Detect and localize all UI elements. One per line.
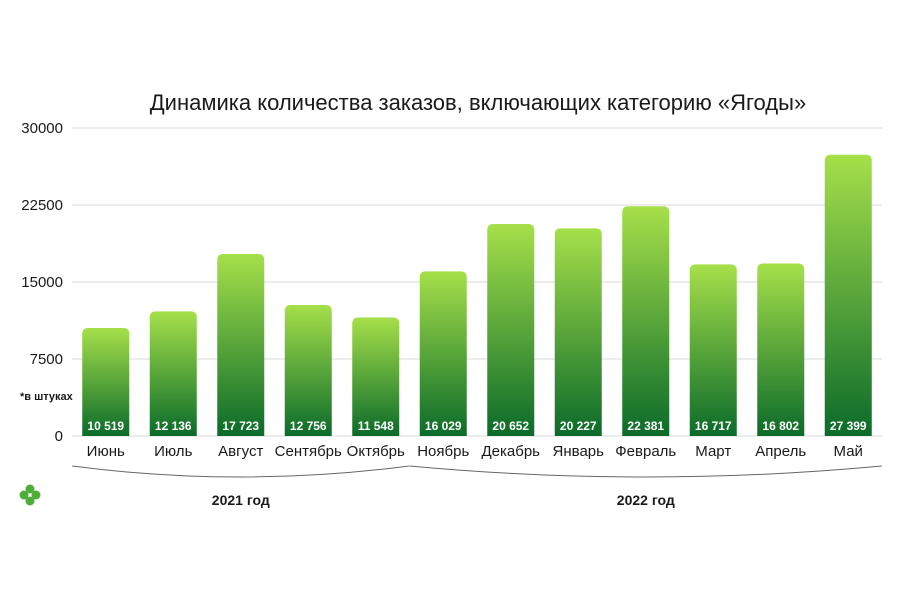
grid-lines <box>72 127 882 437</box>
bar <box>82 328 130 436</box>
bar-value-label: 16 717 <box>695 419 732 433</box>
x-tick-label: Июль <box>154 443 192 460</box>
year-groups: 2021 год 2022 год <box>72 465 882 508</box>
y-tick-label: 0 <box>55 428 63 445</box>
bar <box>824 154 872 436</box>
x-tick-label: Май <box>834 443 863 460</box>
bar-value-label: 16 802 <box>762 419 799 433</box>
bar-value-label: 10 519 <box>87 419 124 433</box>
bar <box>757 263 805 436</box>
x-tick-label: Декабрь <box>482 443 541 460</box>
bar <box>622 206 670 436</box>
x-tick-label: Июнь <box>87 443 125 460</box>
bar <box>352 317 400 436</box>
unit-note: *в штуках <box>20 391 74 403</box>
bar-value-label: 20 227 <box>560 419 597 433</box>
bars: 10 519 12 136 17 723 12 756 11 548 16 029 20 6… <box>82 154 872 436</box>
bar-value-label: 20 652 <box>492 419 529 433</box>
bar <box>419 271 467 436</box>
brand-logo-icon <box>19 484 41 506</box>
bar-value-label: 17 723 <box>222 419 259 433</box>
bar <box>689 264 737 436</box>
bar <box>149 311 197 436</box>
bar-value-label: 27 399 <box>830 419 867 433</box>
group-label: 2022 год <box>617 492 675 508</box>
group-label: 2021 год <box>212 492 270 508</box>
bar-value-label: 12 756 <box>290 419 327 433</box>
y-tick-label: 7500 <box>30 351 63 368</box>
x-tick-label: Сентябрь <box>275 443 342 460</box>
bar <box>554 228 602 436</box>
y-tick-label: 30000 <box>21 120 63 137</box>
bar-value-label: 16 029 <box>425 419 462 433</box>
bar-value-label: 22 381 <box>627 419 664 433</box>
x-tick-label: Апрель <box>755 443 806 460</box>
x-tick-label: Ноябрь <box>417 443 469 460</box>
x-tick-label: Август <box>218 443 263 460</box>
bar <box>284 305 332 436</box>
bar-value-label: 11 548 <box>358 419 394 433</box>
x-tick-label: Октябрь <box>347 443 405 460</box>
chart-title: Динамика количества заказов, включающих … <box>150 90 806 115</box>
bar <box>487 223 535 436</box>
x-tick-label: Январь <box>553 443 605 460</box>
bar <box>217 254 265 436</box>
x-axis-ticks: Июнь Июль Август Сентябрь Октябрь Ноябрь Декаб… <box>87 443 863 460</box>
y-axis-ticks: 0 7500 15000 22500 30000 <box>21 120 63 445</box>
x-tick-label: Февраль <box>615 443 676 460</box>
group-brace <box>72 465 410 478</box>
group-brace <box>409 465 882 478</box>
y-tick-label: 15000 <box>21 274 63 291</box>
x-tick-label: Март <box>695 443 731 460</box>
bar-value-label: 12 136 <box>155 419 192 433</box>
y-tick-label: 22500 <box>21 197 63 214</box>
